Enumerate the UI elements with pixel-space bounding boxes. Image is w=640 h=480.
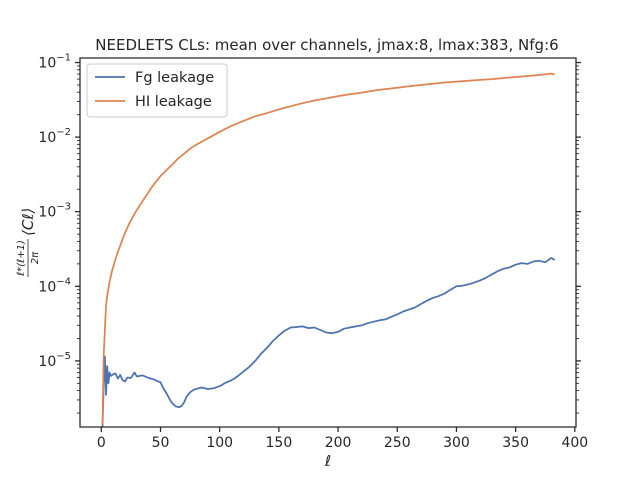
x-tick-label: 350 <box>502 435 529 451</box>
y-axis-label-numerator: ℓ*(ℓ+1) <box>16 240 27 276</box>
y-axis-label-quantity: ⟨Cℓ⟩ <box>19 208 37 236</box>
legend-label-fg-leakage: Fg leakage <box>135 70 214 86</box>
series-layer <box>101 72 556 428</box>
legend: Fg leakage HI leakage <box>86 63 228 118</box>
chart-title: NEEDLETS CLs: mean over channels, jmax:8… <box>95 36 558 54</box>
y-tick-label: 10−3 <box>38 202 71 221</box>
x-tick-label: 0 <box>97 435 106 451</box>
x-tick-label: 200 <box>325 435 352 451</box>
x-tick-label: 50 <box>152 435 170 451</box>
ticks-layer: 0 50 100 150 200 250 300 350 400 10−5 10−4 10−3 10−2… <box>38 53 588 451</box>
y-tick-label: 10−1 <box>38 53 71 72</box>
series-line-fg-leakage <box>101 257 556 428</box>
y-tick-label: 10−5 <box>38 351 71 370</box>
x-tick-label: 100 <box>206 435 233 451</box>
y-tick-label: 10−2 <box>38 127 71 146</box>
series-line-hi-leakage <box>101 72 555 425</box>
y-axis-label: ℓ*(ℓ+1) 2π ⟨Cℓ⟩ <box>16 208 41 277</box>
plot-frame <box>79 57 577 428</box>
x-tick-label: 400 <box>561 435 588 451</box>
x-axis-label: ℓ <box>324 452 331 470</box>
y-axis-label-denominator: 2π <box>30 251 41 264</box>
y-tick-label: 10−4 <box>38 276 71 295</box>
x-tick-label: 150 <box>266 435 293 451</box>
x-tick-label: 250 <box>384 435 411 451</box>
legend-label-hi-leakage: HI leakage <box>135 94 212 110</box>
x-tick-label: 300 <box>443 435 470 451</box>
